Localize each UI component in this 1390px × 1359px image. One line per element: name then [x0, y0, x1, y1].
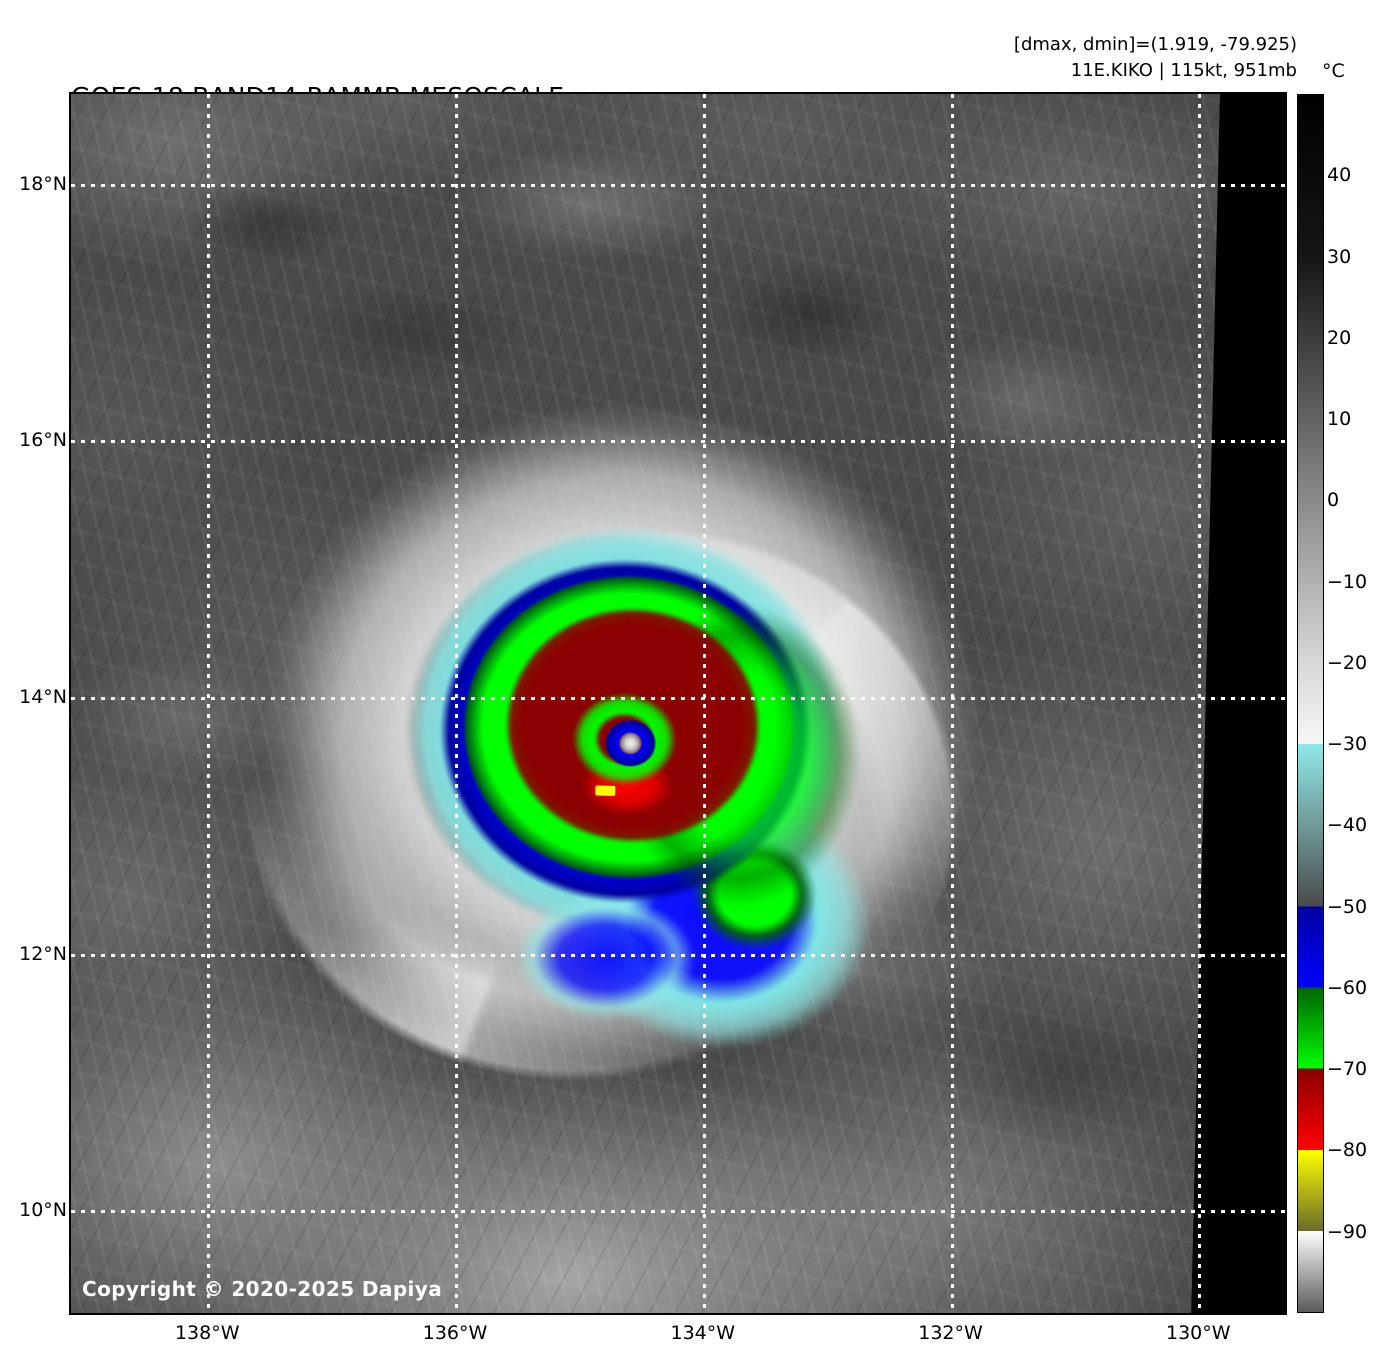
colorbar-tick-label: −80	[1327, 1139, 1368, 1162]
gridline-lat	[71, 697, 1285, 701]
colorbar-tick-label: −20	[1327, 651, 1368, 674]
colorbar-unit-label: °C	[1322, 60, 1345, 82]
lat-tick-label: 18°N	[19, 172, 67, 195]
gridline-lat	[71, 953, 1285, 957]
colorbar-tick-label: −50	[1327, 895, 1368, 918]
colorbar-tick-label: 20	[1327, 326, 1352, 349]
gridline-lat	[71, 183, 1285, 187]
gridline-lat	[71, 1210, 1285, 1214]
storm-info-label: 11E.KIKO | 115kt, 951mb	[1070, 60, 1297, 81]
lat-tick-label: 14°N	[19, 686, 67, 709]
colorbar-tick-label: 40	[1327, 164, 1352, 187]
lon-tick-label: 134°W	[670, 1322, 736, 1344]
lat-tick-label: 10°N	[19, 1199, 67, 1222]
colorbar-tick-label: −70	[1327, 1058, 1368, 1081]
yellow-coldest-pixel	[595, 785, 616, 797]
gridline-lon	[702, 94, 706, 1313]
lat-tick-label: 12°N	[19, 942, 67, 965]
colorbar-tick-label: −90	[1327, 1220, 1368, 1243]
colorbar-tick-label: 30	[1327, 245, 1352, 268]
ir-imagery	[71, 94, 1221, 1313]
gridline-lat	[71, 440, 1285, 444]
colorbar-tick-label: −30	[1327, 733, 1368, 756]
colorbar-tick-label: 10	[1327, 408, 1352, 431]
colorbar-tick-label: −10	[1327, 570, 1368, 593]
colorbar-tick-label: −40	[1327, 814, 1368, 837]
lon-tick-label: 138°W	[174, 1322, 240, 1344]
metadata-block: [dmax, dmin]=(1.919, -79.925) 11E.KIKO |…	[1014, 32, 1297, 84]
lon-tick-label: 132°W	[918, 1322, 983, 1344]
gridline-lon	[207, 94, 211, 1313]
colorbar-tick-label: 0	[1327, 489, 1340, 512]
lat-tick-label: 16°N	[19, 429, 67, 452]
satellite-image-plot	[71, 94, 1285, 1313]
temperature-colorbar	[1297, 94, 1324, 1313]
gridline-lon	[1198, 94, 1202, 1313]
copyright-label: Copyright © 2020-2025 Dapiya	[82, 1277, 443, 1301]
lon-tick-label: 130°W	[1166, 1322, 1231, 1344]
gridline-lon	[950, 94, 954, 1313]
gridline-lon	[455, 94, 459, 1313]
lon-tick-label: 136°W	[422, 1322, 488, 1344]
colorbar-tick-label: −60	[1327, 976, 1368, 999]
data-range-label: [dmax, dmin]=(1.919, -79.925)	[1013, 34, 1297, 55]
colorbar-gradient	[1298, 95, 1323, 1312]
satellite-swath	[71, 94, 1221, 1313]
